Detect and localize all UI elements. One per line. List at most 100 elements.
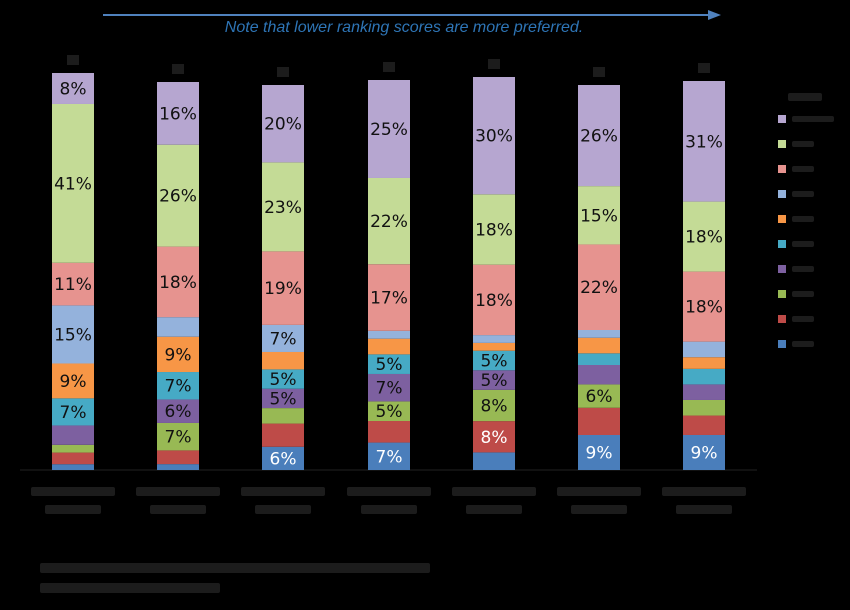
bar-segment-6-s1 <box>578 435 620 470</box>
data-label-3-s5: 5% <box>270 370 297 390</box>
bar-segment-4-s1 <box>368 442 410 470</box>
bar-segment-7-s10 <box>683 81 725 202</box>
legend-label-s2 <box>792 316 814 322</box>
bar-segment-6-s4 <box>578 365 620 385</box>
data-label-6-s8: 22% <box>580 278 618 298</box>
bars-layer: 7%9%15%11%41%8%7%6%7%9%18%26%16%6%5%5%7%… <box>20 55 757 593</box>
data-label-3-s7: 7% <box>270 329 297 349</box>
bar-segment-1-s3 <box>52 444 94 453</box>
category-label-2 <box>136 487 220 496</box>
bar-segment-6-s7 <box>578 330 620 338</box>
bar-segment-3-s8 <box>262 251 304 325</box>
legend-swatch-s7 <box>778 190 786 198</box>
bar-segment-7-s4 <box>683 384 725 400</box>
bar-segment-2-s8 <box>157 246 199 318</box>
legend-label-s9 <box>792 141 814 147</box>
bar-segment-1-s5 <box>52 398 94 426</box>
legend-swatch-s6 <box>778 215 786 223</box>
preference-note: Note that lower ranking scores are more … <box>103 10 721 36</box>
bar-segment-6-s10 <box>578 85 620 187</box>
category-label-line2-4 <box>361 505 417 514</box>
data-label-4-s4: 7% <box>376 379 403 399</box>
data-label-7-s9: 18% <box>685 228 723 248</box>
bar-segment-5-s1 <box>473 452 515 470</box>
bar-segment-5-s5 <box>473 350 515 371</box>
bar-segment-6-s8 <box>578 244 620 330</box>
category-label-4 <box>347 487 431 496</box>
bar-segment-1-s1 <box>52 464 94 470</box>
data-label-4-s1: 7% <box>376 447 403 467</box>
bar-segment-3-s1 <box>262 446 304 470</box>
bar-segment-5-s2 <box>473 421 515 453</box>
bar-segment-7-s8 <box>683 271 725 342</box>
data-label-6-s9: 15% <box>580 206 618 226</box>
data-label-6-s1: 9% <box>586 444 613 464</box>
bar-segment-2-s2 <box>157 450 199 465</box>
category-label-5 <box>452 487 536 496</box>
category-label-line2-5 <box>466 505 522 514</box>
legend-label-s8 <box>792 166 814 172</box>
data-label-4-s10: 25% <box>370 120 408 140</box>
data-label-4-s8: 17% <box>370 289 408 309</box>
legend-swatch-s1 <box>778 340 786 348</box>
data-label-2-s10: 16% <box>159 104 197 124</box>
data-label-6-s3: 6% <box>586 387 613 407</box>
data-label-5-s10: 30% <box>475 127 513 147</box>
category-label-line2-6 <box>571 505 627 514</box>
bar-segment-5-s9 <box>473 194 515 265</box>
bar-total-marker-1 <box>67 55 79 65</box>
legend-label-s5 <box>792 241 814 247</box>
data-label-1-s8: 11% <box>54 275 92 295</box>
legend-swatch-s3 <box>778 290 786 298</box>
category-label-1 <box>31 487 115 496</box>
bar-segment-4-s4 <box>368 373 410 402</box>
legend-label-s3 <box>792 291 814 297</box>
data-label-1-s5: 7% <box>60 403 87 423</box>
legend-title <box>788 93 822 101</box>
bar-segment-2-s3 <box>157 422 199 451</box>
data-label-3-s8: 19% <box>264 279 302 299</box>
legend-swatch-s4 <box>778 265 786 273</box>
data-label-5-s4: 5% <box>481 371 508 391</box>
bar-segment-5-s7 <box>473 335 515 343</box>
data-label-4-s3: 5% <box>376 402 403 422</box>
data-label-7-s8: 18% <box>685 298 723 318</box>
bar-segment-3-s4 <box>262 388 304 409</box>
bar-segment-2-s7 <box>157 317 199 337</box>
data-label-5-s5: 5% <box>481 352 508 372</box>
legend-label-s10 <box>792 116 834 122</box>
data-label-5-s3: 8% <box>481 396 508 416</box>
bar-segment-2-s4 <box>157 399 199 423</box>
bar-segment-7-s2 <box>683 415 725 435</box>
bar-segment-4-s5 <box>368 354 410 374</box>
data-label-5-s2: 8% <box>481 428 508 448</box>
bar-segment-2-s1 <box>157 464 199 470</box>
note-text: Note that lower ranking scores are more … <box>225 19 583 36</box>
bar-segment-5-s3 <box>473 389 515 422</box>
bar-segment-2-s9 <box>157 144 199 247</box>
bar-segment-7-s6 <box>683 357 725 369</box>
category-label-3 <box>241 487 325 496</box>
bar-segment-7-s3 <box>683 399 725 416</box>
data-label-5-s9: 18% <box>475 221 513 241</box>
bar-segment-6-s9 <box>578 186 620 245</box>
footnote-line-2 <box>40 583 220 593</box>
bar-segment-4-s2 <box>368 421 410 443</box>
legend-label-s1 <box>792 341 814 347</box>
bar-segment-1-s4 <box>52 425 94 445</box>
bar-segment-1-s9 <box>52 103 94 263</box>
data-label-3-s4: 5% <box>270 389 297 409</box>
bar-total-marker-3 <box>277 67 289 77</box>
data-label-4-s5: 5% <box>376 355 403 375</box>
data-label-7-s10: 31% <box>685 132 723 152</box>
bar-segment-3-s10 <box>262 85 304 163</box>
legend-swatch-s10 <box>778 115 786 123</box>
category-label-line2-7 <box>676 505 732 514</box>
bar-segment-3-s2 <box>262 423 304 447</box>
category-label-line2-3 <box>255 505 311 514</box>
data-label-1-s10: 8% <box>60 79 87 99</box>
bar-segment-5-s8 <box>473 264 515 336</box>
bar-segment-5-s4 <box>473 370 515 390</box>
category-label-line2-2 <box>150 505 206 514</box>
bar-segment-7-s1 <box>683 434 725 470</box>
